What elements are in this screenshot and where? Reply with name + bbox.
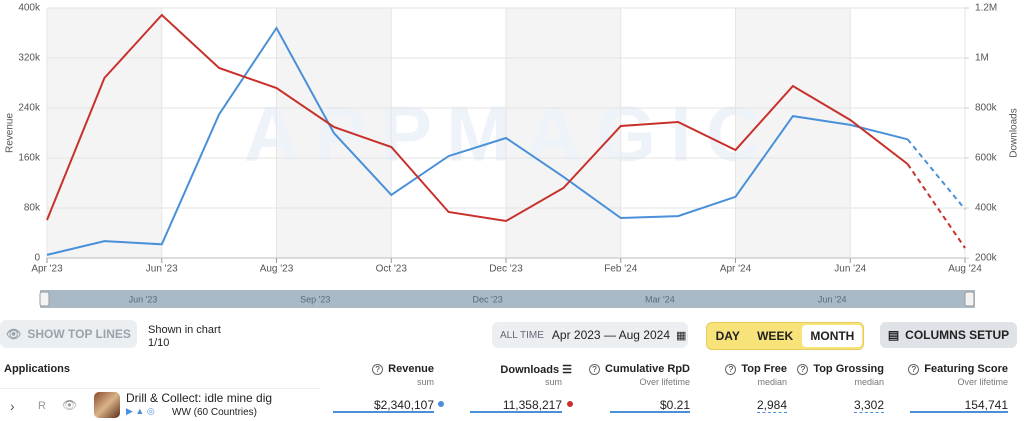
x-tick-label: Aug '24 xyxy=(948,264,982,275)
chart: APPMAGIC Revenue Downloads Apr '23 Jun '2… xyxy=(5,3,1020,308)
cell: 11,358,217 xyxy=(502,398,562,412)
x-tick-label: Jun '23 xyxy=(146,264,178,275)
y2-tick-label: 1.2M xyxy=(975,3,997,14)
series-line-projected xyxy=(906,163,966,249)
y-tick-label: 0 xyxy=(34,253,40,264)
cell: 3,302 xyxy=(853,398,884,413)
rank: R xyxy=(38,400,46,412)
button-label: COLUMNS SETUP xyxy=(905,328,1010,342)
shown-count: 1/10 xyxy=(148,337,170,349)
expand[interactable]: › xyxy=(10,398,15,414)
x-tick-label: Apr '23 xyxy=(31,264,63,275)
header-text: Top Grossing xyxy=(813,363,884,375)
band xyxy=(506,8,621,258)
column-sub: Over lifetime xyxy=(639,377,690,387)
cell-bar xyxy=(910,411,1008,413)
navigator-label: Jun '24 xyxy=(818,294,847,304)
column-sub: Over lifetime xyxy=(957,377,1008,387)
header-text: Top Free xyxy=(741,363,787,375)
series-line xyxy=(46,13,909,223)
y-tick-label: 80k xyxy=(24,203,41,214)
watermark: APPMAGIC xyxy=(244,90,776,178)
series-line xyxy=(46,26,908,256)
columns-setup[interactable]: ▤ COLUMNS SETUP xyxy=(880,322,1017,348)
column-header[interactable]: ? Featuring Score xyxy=(908,363,1008,375)
period-picker[interactable]: ALL TIME Apr 2023 — Aug 2024 ▦ xyxy=(492,322,688,348)
cell-bar xyxy=(333,411,434,413)
app-region: WW (60 Countries) xyxy=(172,407,258,418)
shown-label: Shown in chart xyxy=(148,324,221,336)
series-line-projected xyxy=(906,138,966,210)
column-sub: sum xyxy=(544,377,562,387)
y2-tick-label: 600k xyxy=(975,153,998,164)
granularity-option[interactable]: DAY xyxy=(715,329,740,343)
y2-tick-label: 800k xyxy=(975,103,998,114)
app-name[interactable]: Drill & Collect: idle mine dig xyxy=(126,391,273,405)
y-tick-label: 160k xyxy=(18,153,41,164)
cell-bar xyxy=(610,411,690,413)
granularity-option[interactable]: MONTH xyxy=(802,325,863,347)
store-icons: ▶ ▲ ◎ xyxy=(126,406,155,416)
x-tick-label: Feb '24 xyxy=(604,264,637,275)
app-icon xyxy=(94,392,120,418)
cell: 154,741 xyxy=(964,398,1008,412)
band xyxy=(47,8,162,258)
navigator-label: Mar '24 xyxy=(645,294,675,304)
y2-axis-title: Downloads xyxy=(1009,108,1020,157)
period-label: ALL TIME xyxy=(500,329,544,341)
y-tick-label: 240k xyxy=(18,103,41,114)
column-header: Applications xyxy=(4,363,71,375)
column-sub: sum xyxy=(416,377,434,387)
x-tick-label: Aug '23 xyxy=(260,264,294,275)
navigator-handle[interactable] xyxy=(39,291,50,307)
header-text: Cumulative RpD xyxy=(605,363,690,375)
x-tick-label: Dec '23 xyxy=(489,264,523,275)
x-tick-label: Jun '24 xyxy=(834,264,866,275)
cell: $2,340,107 xyxy=(373,398,434,412)
x-tick-label: Oct '23 xyxy=(376,264,408,275)
header-text: Featuring Score xyxy=(924,363,1008,375)
navigator-label: Dec '23 xyxy=(472,294,502,304)
header-text: Downloads xyxy=(500,364,560,376)
visibility[interactable]: 👁 xyxy=(62,398,78,412)
y2-tick-label: 1M xyxy=(975,53,989,64)
granularity-option[interactable]: WEEK xyxy=(757,329,794,343)
navigator-label: Sep '23 xyxy=(300,294,330,304)
cell-bar xyxy=(470,411,562,413)
navigator-handle[interactable] xyxy=(964,291,975,307)
row-background xyxy=(0,388,320,421)
column-sub: median xyxy=(757,377,787,387)
y2-tick-label: 400k xyxy=(975,203,998,214)
y-tick-label: 400k xyxy=(18,3,41,14)
column-sub: median xyxy=(854,377,884,387)
navigator[interactable] xyxy=(40,290,975,308)
navigator-label: Jun '23 xyxy=(129,294,158,304)
column-header[interactable]: ? Top Grossing xyxy=(797,363,884,375)
granularity: DAY WEEK MONTH xyxy=(706,322,864,350)
series-dot xyxy=(567,401,573,407)
band xyxy=(735,8,851,258)
y-axis-title: Revenue xyxy=(5,113,16,153)
column-header[interactable]: ? Revenue xyxy=(372,363,434,375)
y2-tick-label: 200k xyxy=(975,253,998,264)
series-dot xyxy=(438,401,444,407)
cell: 2,984 xyxy=(756,398,787,413)
header-text: Revenue xyxy=(388,363,434,375)
x-tick-label: Apr '24 xyxy=(720,264,752,275)
column-header[interactable]: ? Top Free xyxy=(725,363,787,375)
column-header[interactable]: ? Cumulative RpD xyxy=(589,363,690,375)
column-header[interactable]: Downloads ☰ xyxy=(500,364,572,376)
period: Apr 2023 — Aug 2024 xyxy=(551,328,670,342)
show-top-lines[interactable]: 👁 SHOW TOP LINES xyxy=(0,320,137,348)
button-label: SHOW TOP LINES xyxy=(27,327,131,341)
cell: $0.21 xyxy=(659,398,690,412)
y-tick-label: 320k xyxy=(18,53,41,64)
